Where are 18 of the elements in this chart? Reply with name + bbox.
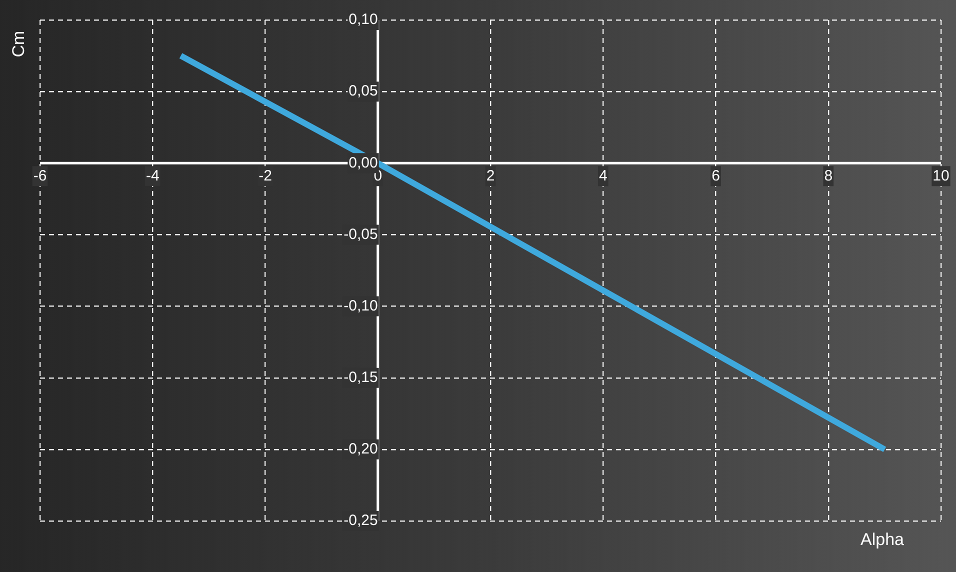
x-axis-title: Alpha: [860, 530, 904, 550]
y-tick-label: -0,05: [344, 226, 378, 243]
x-tick-label: 8: [824, 167, 833, 184]
x-tick-label: -6: [33, 167, 47, 184]
x-tick-label: 4: [598, 167, 608, 184]
y-axis-title: Cm: [8, 30, 29, 58]
y-tick-label: 0,00: [348, 154, 378, 172]
y-tick-label: -0,15: [344, 369, 378, 386]
x-tick-label: 6: [712, 167, 720, 184]
y-tick-label: -0,20: [344, 440, 378, 458]
y-tick-label: -0,10: [344, 297, 378, 314]
y-tick-label: 0,05: [348, 82, 378, 100]
y-tick-label: 0,10: [348, 11, 378, 28]
x-tick-label: 2: [486, 167, 495, 184]
x-tick-label: -4: [146, 167, 160, 184]
x-tick-label: -2: [258, 167, 272, 184]
y-tick-label: -0,25: [344, 512, 378, 530]
x-tick-label: 10: [932, 167, 950, 184]
